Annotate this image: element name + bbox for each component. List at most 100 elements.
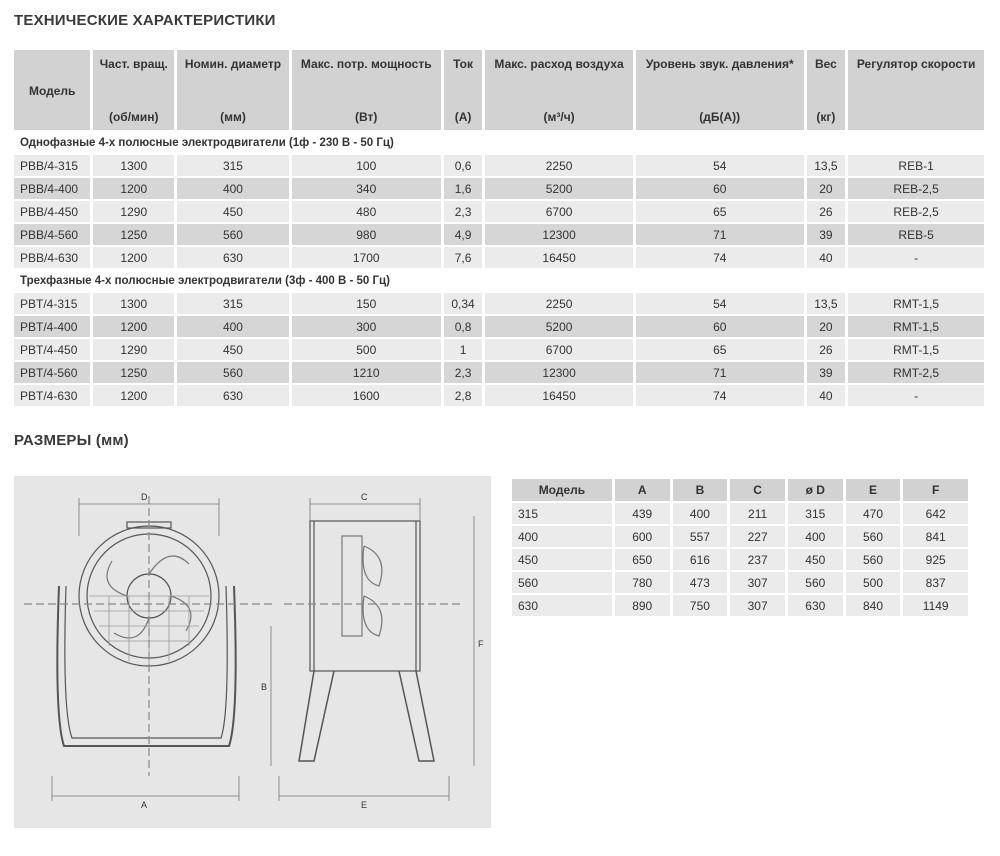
cell: 65 <box>635 201 804 222</box>
table-row: PBB/4-560 1250 560 980 4,9 12300 71 39 REB-5 <box>14 224 984 245</box>
cell: 74 <box>635 247 804 268</box>
cell: 439 <box>614 503 670 524</box>
label-c: C <box>361 492 368 502</box>
cell: 400 <box>672 503 728 524</box>
cell: 60 <box>635 316 804 337</box>
cell: 1290 <box>93 201 175 222</box>
cell: 450 <box>787 549 843 570</box>
cell: 1250 <box>93 224 175 245</box>
cell: 630 <box>177 385 289 406</box>
cell: 1290 <box>93 339 175 360</box>
cell: 780 <box>614 572 670 593</box>
cell: 13,5 <box>806 155 846 176</box>
dim-header-2: B <box>672 479 728 501</box>
cell: PBT/4-630 <box>14 385 91 406</box>
cell: 150 <box>291 293 441 314</box>
cell: 65 <box>635 339 804 360</box>
cell: 560 <box>845 526 901 547</box>
label-d: D <box>141 492 148 502</box>
cell: 315 <box>177 293 289 314</box>
header-unit: (кг) <box>816 110 836 124</box>
cell: 60 <box>635 178 804 199</box>
label-a: A <box>141 800 148 810</box>
cell: 5200 <box>485 178 633 199</box>
cell: 750 <box>672 595 728 616</box>
spec-header-7: Вес (кг) <box>806 50 846 130</box>
cell: 1 <box>443 339 483 360</box>
cell: 560 <box>177 224 289 245</box>
header-label: Част. вращ. <box>99 57 168 71</box>
header-label: Макс. расход воздуха <box>494 57 624 71</box>
cell: 0,34 <box>443 293 483 314</box>
cell: 20 <box>806 178 846 199</box>
cell: 300 <box>291 316 441 337</box>
cell: 16450 <box>485 385 633 406</box>
cell: 560 <box>787 572 843 593</box>
cell: PBB/4-450 <box>14 201 91 222</box>
cell: 1300 <box>93 293 175 314</box>
section-title: Однофазные 4-х полюсные электродвигатели… <box>14 132 984 153</box>
header-label: Номин. диаметр <box>184 57 282 71</box>
cell: 20 <box>806 316 846 337</box>
dim-header-6: F <box>903 479 968 501</box>
header-label: Вес <box>814 57 837 71</box>
cell: 13,5 <box>806 293 846 314</box>
cell: 26 <box>806 339 846 360</box>
cell: 650 <box>614 549 670 570</box>
header-content: Регулятор скорости <box>851 50 981 130</box>
header-content: Част. вращ. (об/мин) <box>96 50 171 130</box>
table-row: PBT/4-630 1200 630 1600 2,8 16450 74 40- <box>14 385 984 406</box>
label-e: E <box>361 800 368 810</box>
cell: 6700 <box>485 339 633 360</box>
cell: 100 <box>291 155 441 176</box>
cell: 2,3 <box>443 201 483 222</box>
cell: 26 <box>806 201 846 222</box>
cell: 400 <box>512 526 612 547</box>
cell: 980 <box>291 224 441 245</box>
cell: REB-1 <box>848 155 984 176</box>
cell: 54 <box>635 293 804 314</box>
table-row: PBT/4-560 1250 560 1210 2,3 12300 71 39 RMT-2,5 <box>14 362 984 383</box>
cell: 39 <box>806 362 846 383</box>
cell: REB-2,5 <box>848 201 984 222</box>
cell: 39 <box>806 224 846 245</box>
cell: 630 <box>512 595 612 616</box>
table-row: PBB/4-630 1200 630 1700 7,6 16450 74 40- <box>14 247 984 268</box>
cell: 500 <box>291 339 441 360</box>
cell: RMT-1,5 <box>848 293 984 314</box>
cell: 837 <box>903 572 968 593</box>
cell: 315 <box>177 155 289 176</box>
section-row: Трехфазные 4-х полюсные электродвигатели… <box>14 270 984 291</box>
cell: RMT-2,5 <box>848 362 984 383</box>
dimensions-title: РАЗМЕРЫ (мм) <box>14 432 129 449</box>
header-unit: (об/мин) <box>108 110 159 124</box>
cell: 400 <box>177 178 289 199</box>
cell: 480 <box>291 201 441 222</box>
header-unit: (мм) <box>220 110 246 124</box>
cell: 307 <box>730 572 785 593</box>
header-content: Макс. расход воздуха (м³/ч) <box>488 50 630 130</box>
cell: 1200 <box>93 178 175 199</box>
cell: 211 <box>730 503 785 524</box>
cell: 840 <box>845 595 901 616</box>
cell: 560 <box>845 549 901 570</box>
cell: 500 <box>845 572 901 593</box>
cell: 2,3 <box>443 362 483 383</box>
dim-header-5: E <box>845 479 901 501</box>
table-row: PBB/4-400 1200 400 340 1,6 5200 60 20 REB-2,5 <box>14 178 984 199</box>
table-row: 450 650 616 237 450 560 925 <box>512 549 968 570</box>
cell: 890 <box>614 595 670 616</box>
fan-dimension-drawing: D A B C E F <box>14 476 491 828</box>
table-row: 400 600 557 227 400 560 841 <box>512 526 968 547</box>
cell: 54 <box>635 155 804 176</box>
cell: 12300 <box>485 362 633 383</box>
cell: 40 <box>806 247 846 268</box>
cell: 616 <box>672 549 728 570</box>
cell: 16450 <box>485 247 633 268</box>
cell: 630 <box>787 595 843 616</box>
cell: 400 <box>177 316 289 337</box>
header-unit: (Вт) <box>355 110 378 124</box>
cell: 315 <box>512 503 612 524</box>
